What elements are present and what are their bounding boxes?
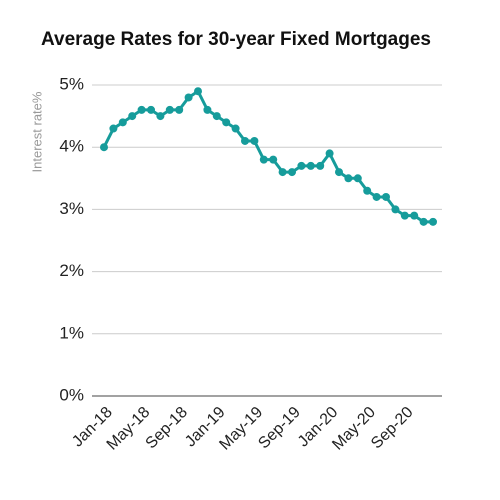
point [429, 217, 437, 226]
point [325, 149, 334, 158]
point [222, 118, 231, 127]
y-tick-label: 0% [59, 385, 84, 404]
point [400, 211, 409, 220]
y-tick-label: 5% [59, 74, 84, 93]
point [391, 205, 400, 214]
y-tick-label: 2% [59, 261, 84, 280]
point [278, 168, 287, 177]
point [241, 136, 249, 145]
point [372, 192, 381, 201]
point [147, 105, 155, 114]
x-tick-label: Sep-20 [368, 404, 417, 453]
point [184, 93, 193, 102]
point [410, 211, 419, 220]
point [259, 155, 268, 164]
point [353, 174, 362, 183]
point [165, 105, 174, 114]
x-tick-label: Sep-19 [255, 404, 304, 453]
point [269, 155, 278, 164]
point [109, 124, 118, 133]
point [288, 168, 296, 177]
point [128, 112, 137, 121]
point [118, 118, 127, 127]
point [212, 112, 221, 121]
point [194, 87, 202, 96]
point [100, 143, 108, 152]
point [335, 168, 343, 177]
y-tick-label: 4% [59, 137, 84, 156]
x-tick-label: Sep-18 [143, 404, 192, 453]
point [316, 161, 325, 170]
y-axis-label: Interest rate% [29, 91, 44, 172]
point [137, 105, 146, 114]
point [306, 161, 315, 170]
point [297, 161, 306, 170]
point [231, 124, 240, 133]
chart-title: Average Rates for 30-year Fixed Mortgage… [41, 29, 431, 50]
y-tick-label: 1% [59, 323, 84, 342]
point [419, 217, 428, 226]
y-tick-label: 3% [59, 199, 84, 218]
point [363, 186, 372, 195]
point [175, 105, 184, 114]
point [382, 192, 390, 201]
point [344, 174, 353, 183]
point [156, 112, 165, 121]
point [250, 136, 259, 145]
point [203, 105, 212, 114]
